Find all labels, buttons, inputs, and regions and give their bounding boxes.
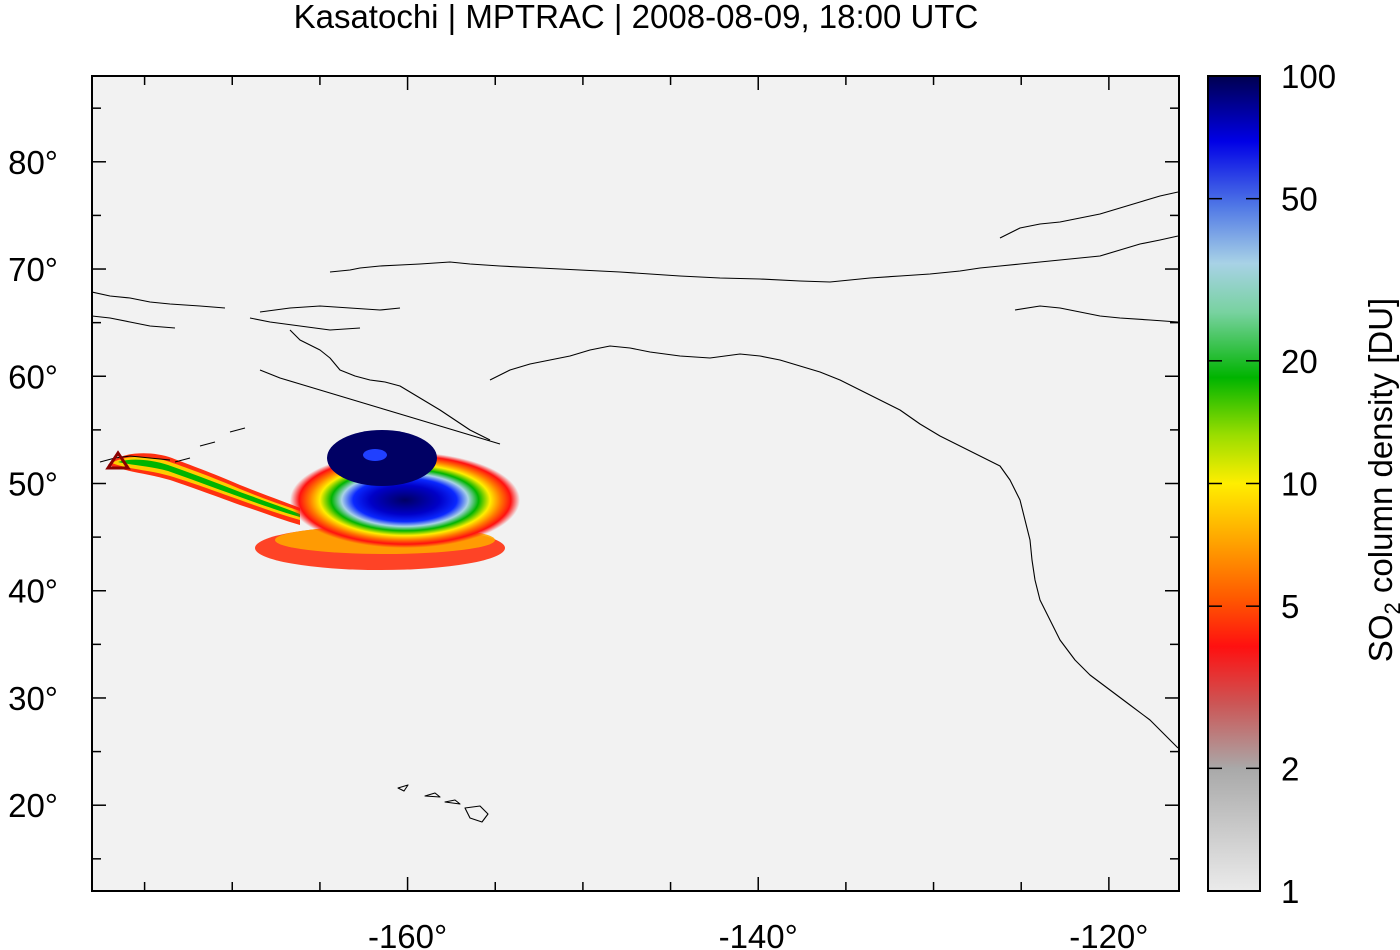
coastline-arctic-islands bbox=[999, 191, 1179, 239]
y-tick-label: 70° bbox=[8, 251, 58, 288]
colorbar-label-sub: 2 bbox=[1380, 602, 1400, 614]
colorbar-tick-label: 1 bbox=[1281, 873, 1299, 910]
coastline-arctic bbox=[329, 235, 1179, 283]
chart-title: Kasatochi | MPTRAC | 2008-08-09, 18:00 U… bbox=[294, 0, 979, 35]
colorbar-label-main: SO bbox=[1362, 615, 1399, 663]
volcano-triangle-icon bbox=[105, 450, 131, 470]
coastline-aleutian-peninsula bbox=[259, 369, 501, 445]
colorbar-tick-label: 5 bbox=[1281, 588, 1299, 625]
y-axis: 20° 30° 40° 50° 60° 70° 80° bbox=[8, 107, 1179, 860]
colorbar-axis: 1 2 5 10 20 50 100 bbox=[1208, 58, 1336, 910]
coastline-arctic-islands-2 bbox=[1014, 305, 1179, 323]
y-tick-label: 20° bbox=[8, 787, 58, 824]
colorbar-tick-label: 2 bbox=[1281, 750, 1299, 787]
y-tick-label: 30° bbox=[8, 680, 58, 717]
y-tick-label: 80° bbox=[8, 144, 58, 181]
colorbar-tick-label: 100 bbox=[1281, 58, 1336, 95]
x-axis: -160° -140° -120° bbox=[143, 76, 1148, 950]
y-tick-label: 60° bbox=[8, 358, 58, 395]
so2-plume bbox=[108, 430, 520, 570]
coastline-western-alaska bbox=[289, 329, 491, 441]
coastline-aleutian-islands bbox=[99, 427, 246, 463]
y-tick-label: 40° bbox=[8, 573, 58, 610]
colorbar-label: SO2 column density [DU] bbox=[1362, 298, 1400, 662]
map-area bbox=[92, 76, 1179, 891]
colorbar-tick-label: 50 bbox=[1281, 181, 1318, 218]
colorbar-tick-label: 10 bbox=[1281, 466, 1318, 503]
plume-tail-mid bbox=[112, 456, 300, 520]
coastlines bbox=[92, 191, 1179, 823]
x-tick-label: -140° bbox=[719, 918, 798, 950]
coastline-hawaii bbox=[397, 784, 489, 823]
colorbar-tick-label: 20 bbox=[1281, 343, 1318, 380]
coastline-chukotka bbox=[92, 291, 401, 331]
plume-core-highlight bbox=[363, 449, 387, 461]
plume-tail-inner bbox=[118, 459, 300, 517]
colorbar-label-rest: column density [DU] bbox=[1362, 298, 1399, 602]
y-tick-label: 50° bbox=[8, 466, 58, 503]
x-tick-label: -160° bbox=[368, 918, 447, 950]
x-tick-label: -120° bbox=[1069, 918, 1148, 950]
coastline-gulf-of-alaska bbox=[489, 345, 1179, 749]
